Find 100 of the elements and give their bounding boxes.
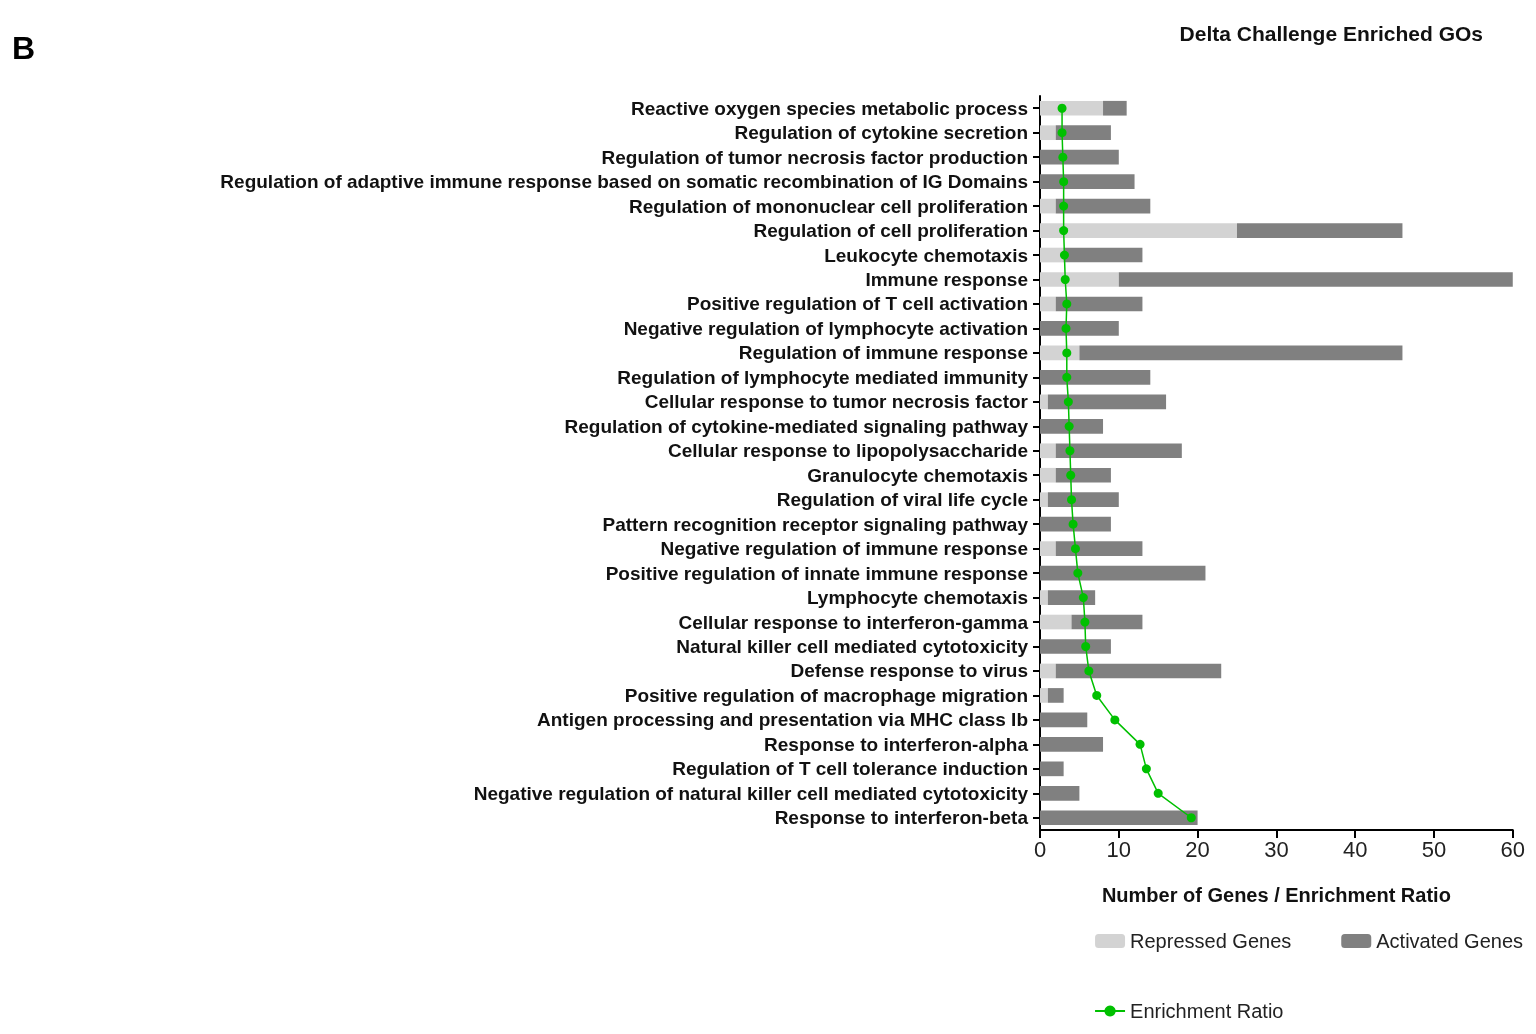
point [1059,250,1069,260]
point [1067,495,1077,505]
y-tick-label: Regulation of immune response [738,342,1028,364]
bar [1055,541,1143,556]
bar [1055,467,1111,483]
bar [1055,125,1111,141]
point [1068,519,1078,529]
y-tick-label: Antigen processing and presentation via MHC class Ib [537,709,1028,731]
bar [1040,492,1048,508]
y-tick-label: Lymphocyte chemotaxis [806,587,1028,609]
x-tick-label: 30 [1264,836,1289,862]
point [1058,152,1068,162]
point [1062,299,1072,309]
bar [1040,590,1048,605]
point [1061,323,1071,333]
y-tick-label: Positive regulation of macrophage migration [624,684,1028,706]
bar [1040,467,1056,483]
legend-label: Activated Genes [1376,930,1523,952]
point [1081,642,1091,651]
point [1065,446,1075,456]
point [1110,715,1120,725]
bar [1040,810,1198,826]
point [1064,421,1074,431]
point [1062,372,1072,382]
y-tick-label: Regulation of cell proliferation [753,220,1028,242]
bar [1118,272,1513,287]
point [1060,275,1070,284]
y-tick-label: Negative regulation of immune response [660,538,1028,560]
bar [1040,125,1056,141]
y-tick-label: Natural killer cell mediated cytotoxicity [676,636,1029,657]
bar [1040,614,1072,630]
point [1062,348,1072,358]
y-tick-label: Response to interferon-alpha [764,733,1029,755]
bar [1236,223,1403,238]
point [1066,470,1076,480]
y-tick-label: Cellular response to interferon-gamma [678,611,1029,633]
y-tick-label: Regulation of cytokine secretion [734,122,1028,144]
y-tick-label: Granulocyte chemotaxis [807,464,1028,486]
y-tick-label: Regulation of T cell tolerance induction [672,758,1028,780]
bar [1040,223,1237,238]
point [1070,544,1080,554]
y-tick-label: Defense response to virus [790,660,1028,682]
point [1059,226,1069,236]
chart-title: Delta Challenge Enriched GOs [1179,22,1484,45]
bar [1040,761,1064,777]
y-tick-label: Reactive oxygen species metabolic process [630,97,1028,119]
bar [1040,149,1119,165]
x-axis-title: Number of Genes / Enrichment Ratio [1101,884,1451,906]
bar [1055,663,1222,679]
y-tick-label: Regulation of cytokine-mediated signaling pathway [564,415,1029,437]
point [1186,813,1196,823]
point [1059,201,1069,211]
y-tick-label: Negative regulation of natural killer cell mediated cytotoxicity [473,782,1029,804]
y-tick-label: Positive regulation of T cell activation [686,293,1028,315]
bar [1047,394,1167,410]
point [1092,690,1102,700]
point [1073,568,1083,578]
bar [1055,198,1151,214]
x-tick-label: 60 [1500,836,1526,862]
x-tick-label: 50 [1421,836,1447,862]
bar [1040,785,1080,801]
bar [1040,516,1111,532]
x-tick-label: 40 [1342,836,1368,862]
bar [1079,345,1403,361]
point [1063,397,1073,407]
bar [1040,418,1104,434]
y-tick-label: Regulation of mononuclear cell proliferation [628,195,1028,217]
point [1057,103,1067,113]
legend-label: Enrichment Ratio [1130,1000,1284,1022]
x-tick-label: 10 [1106,836,1132,862]
bar [1040,100,1104,116]
bar [1047,492,1119,508]
bar [1040,639,1111,654]
bar [1071,614,1143,630]
bar [1040,541,1056,556]
point [1057,128,1067,138]
x-tick-label: 0 [1033,836,1047,862]
bar [1040,272,1119,287]
y-tick-label: Regulation of tumor necrosis factor production [601,146,1028,168]
bar [1040,198,1056,214]
y-tick-label: Immune response [865,269,1028,290]
y-tick-label: Negative regulation of lymphocyte activation [623,317,1028,339]
text: B [12,30,36,66]
bar [1103,100,1127,116]
x-tick-label: 20 [1185,836,1210,862]
y-tick-label: Pattern recognition receptor signaling pathway [602,513,1029,535]
bar [1040,296,1056,312]
bar [1063,247,1143,263]
bar [1040,321,1119,336]
bar [1047,688,1064,703]
bar [1040,565,1206,581]
bar [1040,737,1104,752]
point [1153,788,1163,798]
point [1059,177,1069,187]
bar [1040,174,1135,189]
point [1078,593,1088,603]
y-tick-label: Regulation of lymphocyte mediated immunity [617,366,1029,388]
bar [1040,370,1151,385]
bar [1055,296,1143,312]
y-tick-label: Leukocyte chemotaxis [824,244,1028,266]
